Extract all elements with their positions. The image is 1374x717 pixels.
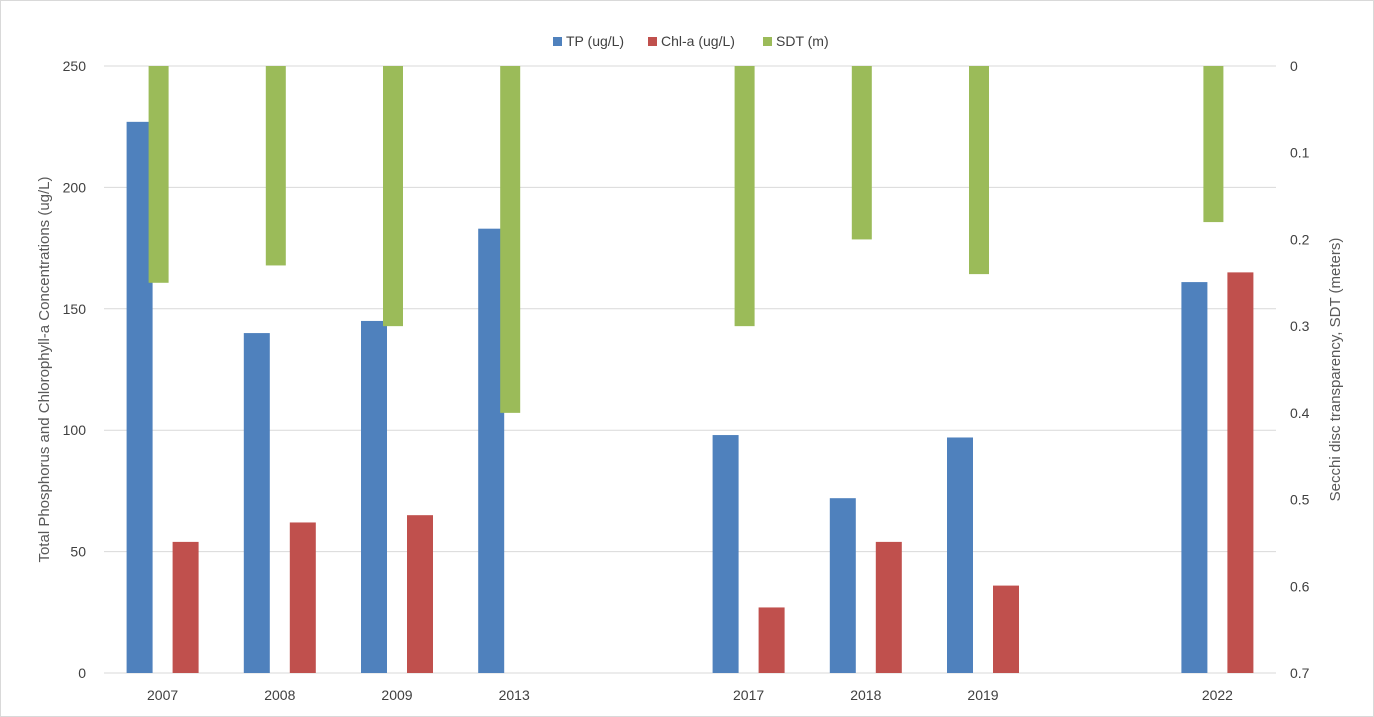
sdt-bar [148,66,169,283]
sdt-bar [969,66,989,275]
right-axis-tick-label: 0 [1290,58,1298,74]
tp-bar [126,121,153,674]
chl-a-bar [758,607,785,673]
sdt-bar [383,66,403,327]
x-axis-tick-label: 2017 [733,687,764,703]
legend-tp-label: TP (ug/L) [566,33,624,49]
left-axis-tick-label: 0 [78,665,86,681]
right-axis-tick-label: 0.6 [1290,578,1310,594]
x-axis-tick-label: 2022 [1202,687,1233,703]
left-axis-tick-label: 50 [70,544,86,560]
left-axis-title: Total Phosphorus and Chlorophyll-a Conce… [36,176,53,562]
tp-bar [361,320,387,673]
right-axis-tick-label: 0.4 [1290,405,1310,421]
x-axis-tick-label: 2008 [264,687,295,703]
legend-chl-a-label: Chl-a (ug/L) [661,33,735,49]
chl-a-bar [289,522,316,673]
right-axis-tick-label: 0.7 [1290,665,1310,681]
left-axis-tick-label: 100 [63,422,87,438]
left-axis-tick-label: 250 [63,58,87,74]
tp-bar [478,228,505,673]
tp-bar [712,435,739,673]
chl-a-bar [875,541,902,673]
chl-a-bar [1227,272,1254,673]
sdt-bar [1203,66,1224,223]
sdt-bar [265,66,286,266]
right-axis-title: Secchi disc transparency, SDT (meters) [1327,238,1344,502]
legend-sdt-swatch [763,37,772,46]
chl-a-bar [407,515,433,673]
right-axis-tick-label: 0.2 [1290,231,1310,247]
x-axis-tick-label: 2009 [381,687,412,703]
right-axis-tick-label: 0.3 [1290,318,1310,334]
x-axis-tick-label: 2018 [850,687,881,703]
tp-bar [243,333,270,673]
legend-chl-a-swatch [648,37,657,46]
left-axis-tick-label: 150 [63,301,87,317]
tp-bar [1181,282,1208,673]
chl-a-bar [993,585,1019,673]
left-axis-tick-label: 200 [63,179,87,195]
sdt-bar [500,66,521,413]
chl-a-bar [172,541,199,673]
legend-sdt-label: SDT (m) [776,33,829,49]
x-axis-tick-label: 2007 [147,687,178,703]
x-axis-tick-label: 2019 [967,687,998,703]
x-axis-tick-label: 2013 [499,687,530,703]
legend-tp-swatch [553,37,562,46]
tp-bar [947,437,973,673]
sdt-bar [851,66,872,240]
sdt-bar [734,66,755,327]
right-axis-tick-label: 0.5 [1290,492,1310,508]
right-axis-tick-label: 0.1 [1290,145,1310,161]
tp-bar [829,498,856,673]
